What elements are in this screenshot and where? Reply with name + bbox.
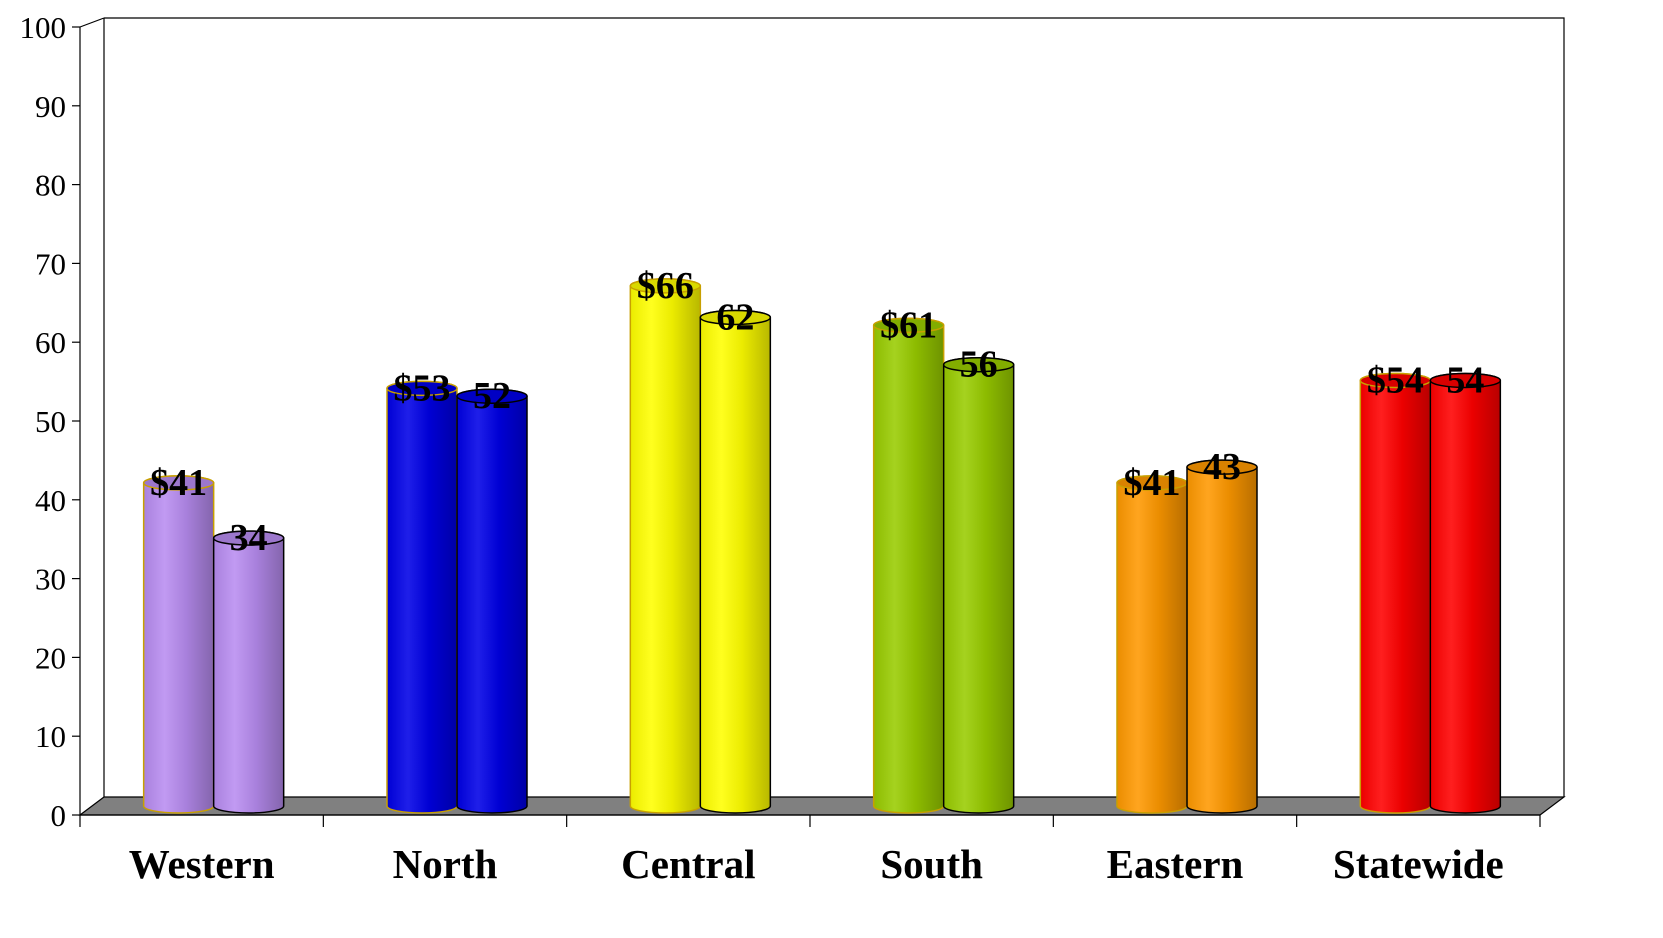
data-label-central-series-1: $66 xyxy=(637,265,694,307)
back-wall xyxy=(103,17,1565,797)
bar-eastern-series-2 xyxy=(1186,459,1258,814)
chart-floor xyxy=(78,796,1566,816)
bar-top-central-series-2 xyxy=(699,309,772,326)
y-tick-label: 70 xyxy=(35,246,66,281)
y-tick-label: 10 xyxy=(35,719,66,754)
bar-top-western-series-2 xyxy=(212,530,285,546)
data-label-south-series-1: $61 xyxy=(880,304,937,346)
bar-top-south-series-2 xyxy=(942,356,1015,373)
bar-top-north-series-2 xyxy=(456,388,528,404)
data-label-north-series-2: 52 xyxy=(473,375,511,417)
bar-top-western-series-1 xyxy=(142,475,215,491)
data-label-central-series-2: 62 xyxy=(716,296,754,338)
chart-frame xyxy=(78,17,1566,816)
x-axis: Western North Central South Eastern Statewide xyxy=(79,814,1541,887)
data-labels: $41 34 $53 52 $66 62 $61 56 $41 43 $54 54 xyxy=(150,265,1484,559)
y-axis: 0 10 20 30 40 50 60 70 80 90 100 xyxy=(20,10,105,833)
x-tick-label: Statewide xyxy=(1333,841,1504,887)
x-tick-label: Eastern xyxy=(1107,841,1244,887)
data-label-eastern-series-2: 43 xyxy=(1203,446,1241,488)
y-tick-label: 60 xyxy=(35,325,66,360)
bar-central-series-1 xyxy=(629,278,702,814)
data-label-north-series-1: $53 xyxy=(394,367,451,409)
bar-top-statewide-series-2 xyxy=(1429,372,1502,389)
bar-statewide-series-2 xyxy=(1429,372,1502,814)
bar-top-north-series-1 xyxy=(386,380,458,397)
data-label-south-series-2: 56 xyxy=(960,344,998,386)
y-tick-label: 30 xyxy=(35,562,66,597)
bar-south-series-1 xyxy=(872,317,945,814)
data-label-western-series-1: $41 xyxy=(150,462,207,504)
bar-western-series-2 xyxy=(212,530,285,814)
bar-top-central-series-1 xyxy=(629,278,702,294)
y-tick-label: 20 xyxy=(35,640,66,675)
x-tick-label: Central xyxy=(621,841,755,887)
y-tick-label: 100 xyxy=(20,10,67,45)
data-label-western-series-2: 34 xyxy=(230,517,268,559)
y-tick-label: 40 xyxy=(35,483,66,518)
x-tick-label: South xyxy=(880,841,983,887)
bar-central-series-2 xyxy=(699,309,772,814)
y-tick-label: 80 xyxy=(35,168,66,203)
bar-north-series-2 xyxy=(456,388,528,814)
bar-north-series-1 xyxy=(386,380,458,814)
bar-statewide-series-1 xyxy=(1359,372,1432,814)
bar-top-south-series-1 xyxy=(872,317,945,334)
bar-top-eastern-series-2 xyxy=(1186,459,1258,475)
y-tick-label: 0 xyxy=(51,798,67,833)
y-tick-label: 90 xyxy=(35,89,66,124)
y-tick-label: 50 xyxy=(35,404,66,439)
bars xyxy=(142,278,1502,814)
bar-eastern-series-1 xyxy=(1116,475,1188,814)
y-axis-top-edge xyxy=(79,17,105,28)
data-label-statewide-series-2: 54 xyxy=(1446,359,1484,401)
x-tick-label: North xyxy=(393,841,498,887)
bar-western-series-1 xyxy=(142,475,215,814)
data-label-statewide-series-1: $54 xyxy=(1367,359,1424,401)
data-label-eastern-series-1: $41 xyxy=(1124,462,1181,504)
bar-south-series-2 xyxy=(942,356,1015,814)
x-tick-label: Western xyxy=(129,841,275,887)
